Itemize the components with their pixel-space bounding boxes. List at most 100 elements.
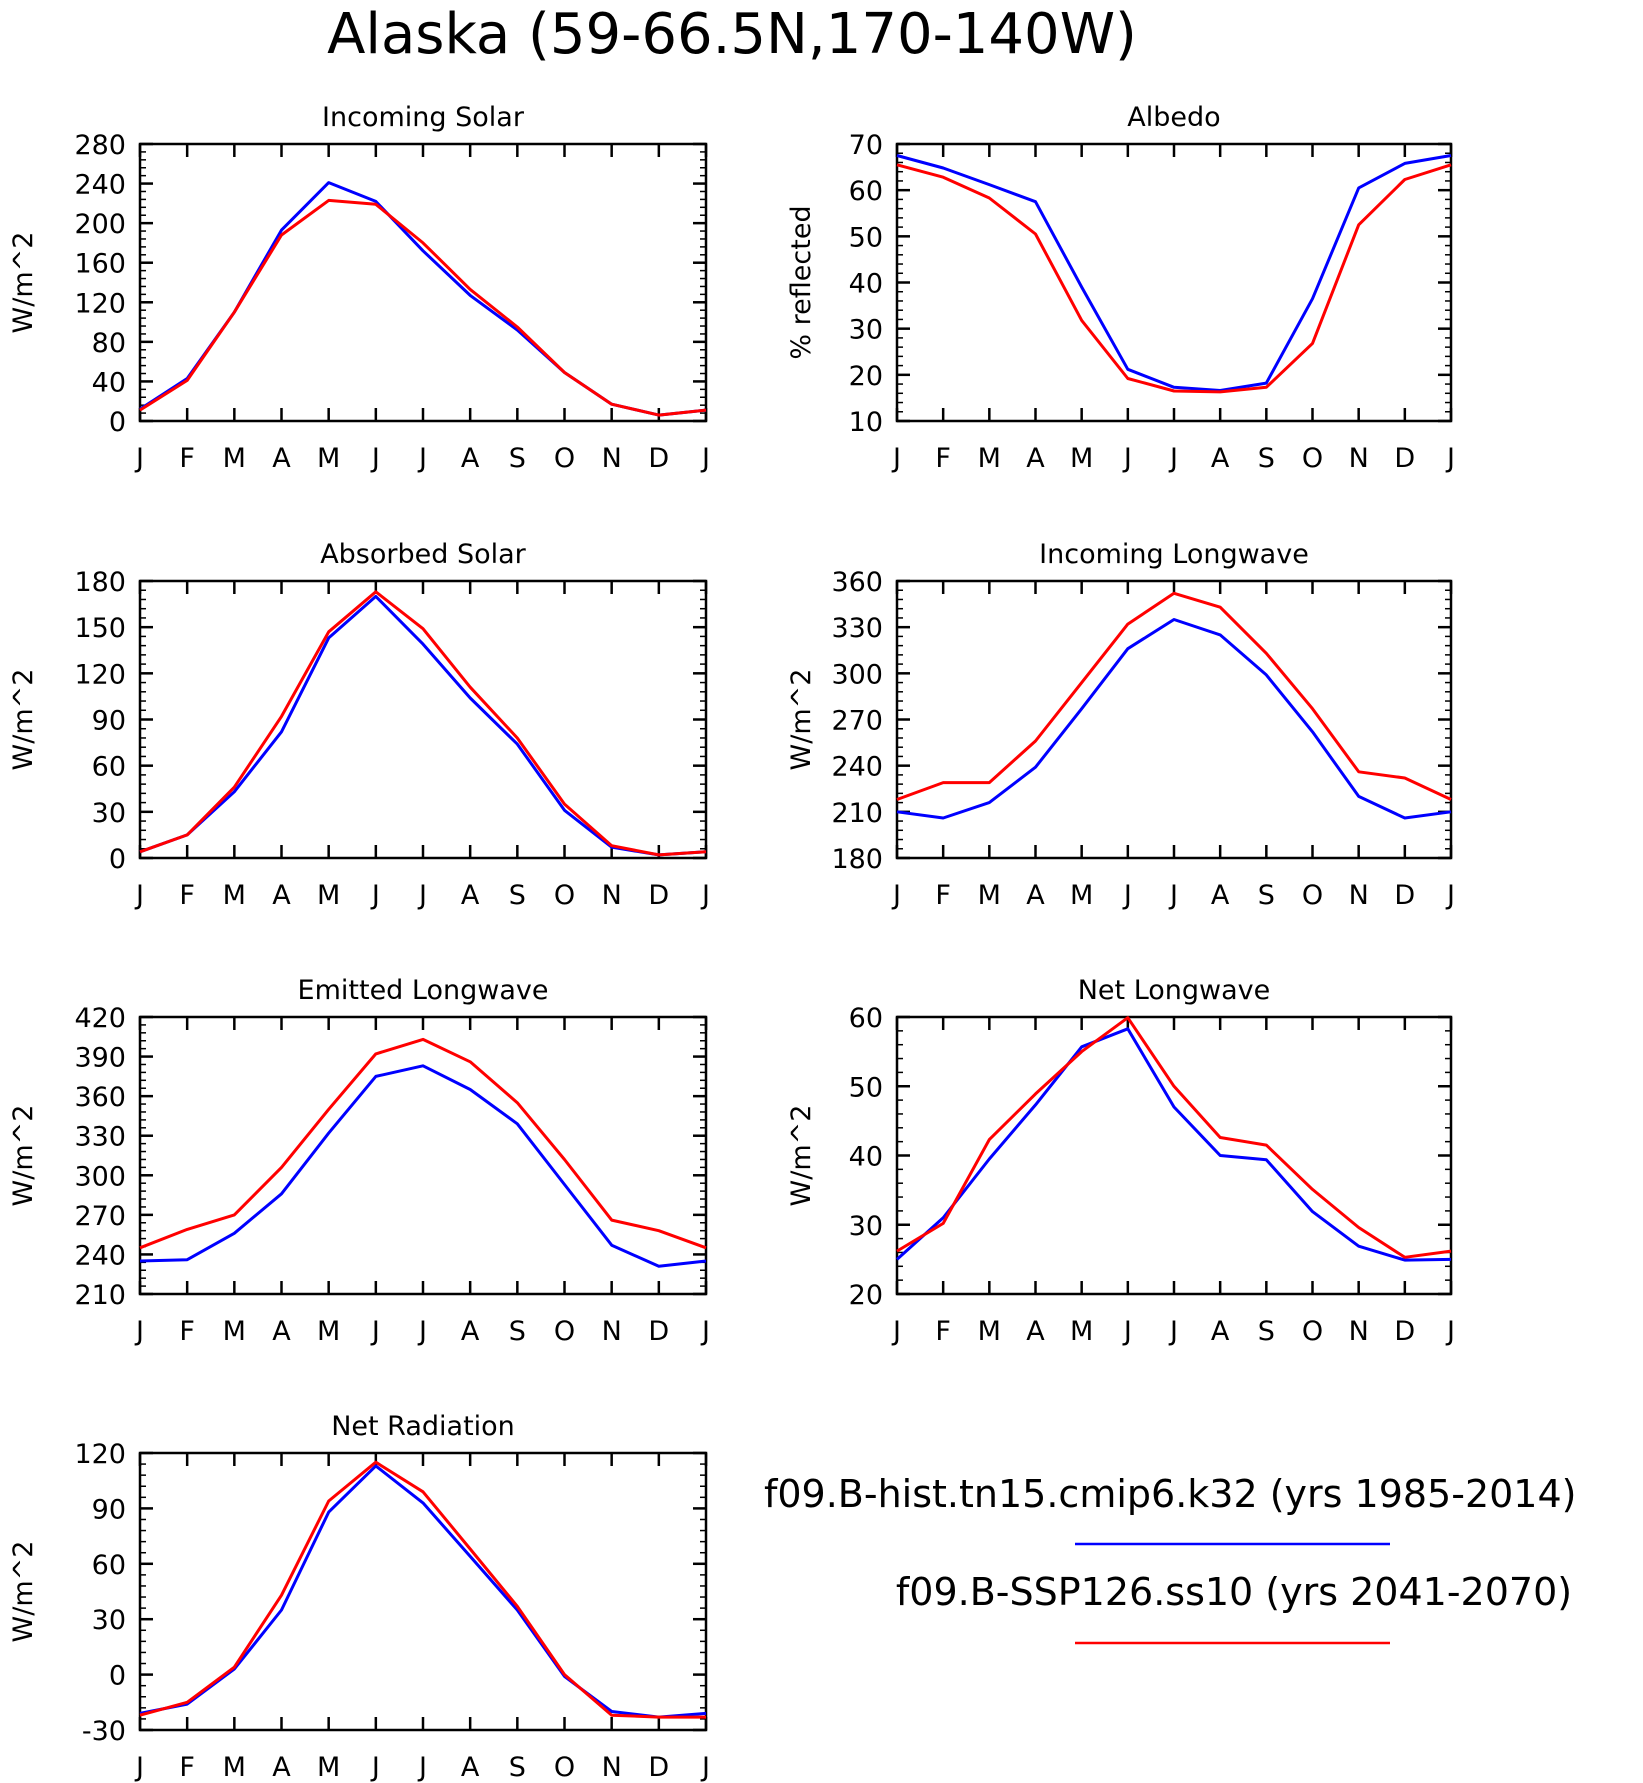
x-tick-label: M	[223, 443, 246, 474]
x-tick-label: D	[648, 1316, 669, 1347]
y-tick-label: 180	[74, 567, 126, 598]
y-tick-label: 120	[74, 288, 126, 319]
x-tick-label: A	[1211, 1316, 1230, 1347]
series-line	[139, 590, 707, 857]
x-tick-label: N	[602, 880, 622, 911]
y-tick-label: 300	[74, 1161, 126, 1192]
y-axis-label: W/m^2	[8, 232, 39, 334]
x-tick-label: S	[1258, 1316, 1275, 1347]
x-tick-label: O	[554, 1752, 575, 1783]
x-tick-label: J	[1168, 1316, 1178, 1347]
series-line	[139, 181, 707, 417]
x-tick-label: F	[179, 1316, 195, 1347]
x-tick-label: J	[1122, 1316, 1132, 1347]
x-tick-label: J	[700, 443, 710, 474]
y-axis-label: W/m^2	[8, 669, 39, 771]
x-tick-label: O	[1302, 880, 1323, 911]
chart-panel: Incoming Longwave 180 210 240 270 300 330 360 J F…	[786, 539, 1455, 911]
y-tick-label: 200	[74, 209, 126, 240]
y-tick-label: 360	[74, 1082, 126, 1113]
x-tick-label: J	[370, 1752, 380, 1783]
y-tick-label: 270	[74, 1201, 126, 1232]
x-tick-label: J	[700, 880, 710, 911]
chart-title: Absorbed Solar	[320, 539, 526, 570]
y-axis-label: % reflected	[786, 205, 817, 359]
x-tick-label: D	[1394, 880, 1415, 911]
chart-title: Incoming Longwave	[1039, 539, 1309, 570]
x-tick-label: F	[179, 1752, 195, 1783]
y-tick-label: 20	[849, 361, 883, 392]
series-line	[895, 1027, 1452, 1262]
x-tick-label: D	[1394, 1316, 1415, 1347]
x-tick-label: N	[1349, 880, 1369, 911]
x-tick-label: J	[134, 1752, 144, 1783]
y-tick-label: 280	[74, 130, 126, 161]
x-tick-label: S	[509, 1752, 526, 1783]
y-tick-label: 330	[74, 1122, 126, 1153]
x-tick-label: F	[935, 1316, 951, 1347]
y-tick-label: 30	[92, 798, 126, 829]
x-tick-label: A	[1211, 443, 1230, 474]
series-line	[139, 198, 707, 417]
x-tick-label: J	[370, 880, 380, 911]
x-tick-label: O	[1302, 1316, 1323, 1347]
x-tick-label: M	[317, 1752, 340, 1783]
chart-title: Albedo	[1127, 102, 1220, 133]
legend: f09.B-hist.tn15.cmip6.k32 (yrs 1985-2014…	[764, 1472, 1576, 1645]
series-line	[139, 1464, 707, 1719]
series-line	[896, 591, 1452, 801]
y-tick-label: 210	[831, 798, 883, 829]
y-tick-label: 60	[92, 752, 126, 783]
y-tick-label: 0	[109, 844, 126, 875]
y-tick-label: 30	[92, 1605, 126, 1636]
series-line	[896, 154, 1452, 392]
y-tick-label: 30	[849, 315, 883, 346]
x-tick-label: A	[272, 443, 291, 474]
chart-title: Net Longwave	[1078, 975, 1271, 1006]
y-tick-label: 240	[74, 1240, 126, 1271]
series-line	[139, 1460, 706, 1719]
y-axis-label: W/m^2	[8, 1105, 39, 1207]
x-tick-label: J	[370, 443, 380, 474]
x-tick-label: M	[317, 880, 340, 911]
x-tick-label: F	[935, 880, 951, 911]
plot-frame	[138, 1451, 708, 1732]
y-tick-label: 360	[831, 567, 883, 598]
y-tick-label: 300	[831, 659, 883, 690]
y-tick-label: 240	[831, 752, 883, 783]
y-tick-label: 240	[74, 170, 126, 201]
x-tick-label: F	[179, 880, 195, 911]
x-tick-label: M	[317, 1316, 340, 1347]
x-tick-label: D	[648, 880, 669, 911]
x-tick-label: N	[1349, 443, 1369, 474]
x-tick-label: A	[1211, 880, 1230, 911]
y-tick-label: 50	[849, 222, 883, 253]
y-tick-label: 270	[831, 706, 883, 737]
x-tick-label: A	[461, 1752, 480, 1783]
y-axis-label: W/m^2	[8, 1541, 39, 1643]
series-line	[896, 163, 1452, 394]
series-line	[139, 1037, 707, 1250]
y-tick-label: 0	[109, 1661, 126, 1692]
y-tick-label: 330	[831, 613, 883, 644]
x-tick-label: D	[648, 443, 669, 474]
x-tick-label: A	[272, 880, 291, 911]
series-line	[139, 1064, 707, 1268]
x-tick-label: O	[554, 443, 575, 474]
plot-frame	[138, 142, 708, 423]
x-tick-label: J	[1445, 1316, 1455, 1347]
y-tick-label: 60	[92, 1550, 126, 1581]
y-tick-label: 180	[831, 844, 883, 875]
x-tick-label: D	[1394, 443, 1415, 474]
x-tick-label: S	[509, 443, 526, 474]
x-tick-label: J	[700, 1316, 710, 1347]
x-tick-label: J	[417, 1752, 427, 1783]
figure-title: Alaska (59-66.5N,170-140W)	[327, 2, 1137, 67]
x-tick-label: F	[935, 443, 951, 474]
x-tick-label: M	[317, 443, 340, 474]
x-tick-label: J	[1122, 880, 1132, 911]
y-tick-label: 390	[74, 1043, 126, 1074]
y-tick-label: -30	[82, 1716, 126, 1747]
